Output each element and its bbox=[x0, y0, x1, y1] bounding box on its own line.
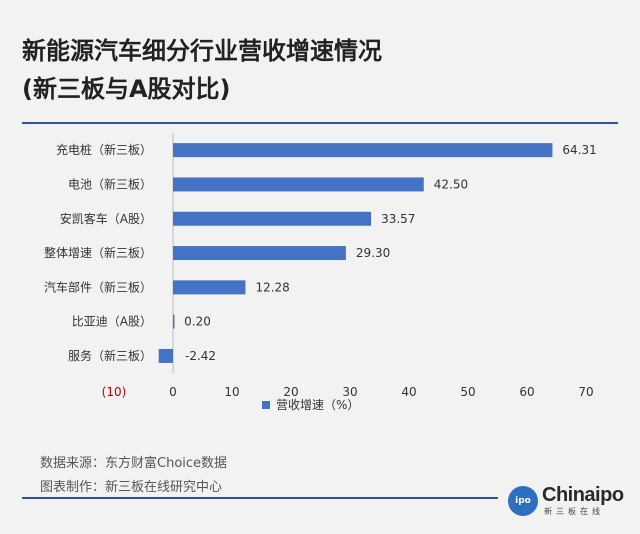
value-label-1: 42.50 bbox=[434, 177, 468, 191]
x-tick-label-8: 70 bbox=[578, 385, 593, 399]
legend: 营收增速（%） bbox=[262, 396, 359, 413]
value-label-0: 64.31 bbox=[562, 143, 596, 157]
x-tick-label-1: 0 bbox=[169, 385, 177, 399]
value-label-4: 12.28 bbox=[255, 280, 289, 294]
bar-3 bbox=[173, 246, 346, 261]
bottom-divider bbox=[22, 497, 498, 499]
logo-sub: 新三板在线 bbox=[544, 507, 604, 516]
chart-title: 新能源汽车细分行业营收增速情况 (新三板与A股对比) bbox=[22, 32, 622, 108]
chinaipo-logo: ipo Chinaipo 新三板在线 bbox=[508, 484, 628, 520]
legend-swatch bbox=[262, 400, 270, 409]
x-tick-label-2: 10 bbox=[224, 385, 239, 399]
category-label-2: 安凯客车（A股） bbox=[60, 211, 152, 226]
value-label-5: 0.20 bbox=[184, 315, 211, 329]
top-divider bbox=[22, 122, 618, 124]
category-label-5: 比亚迪（A股） bbox=[72, 315, 152, 329]
logo-name: Chinaipo bbox=[542, 484, 624, 506]
value-label-6: -2.42 bbox=[185, 349, 216, 363]
category-label-3: 整体增速（新三板） bbox=[44, 245, 152, 260]
chart-maker: 图表制作：新三板在线研究中心 bbox=[40, 480, 223, 495]
title-line-1: 新能源汽车细分行业营收增速情况 bbox=[22, 37, 382, 65]
x-tick-label-7: 60 bbox=[519, 385, 534, 399]
category-label-1: 电池（新三板） bbox=[68, 176, 152, 191]
data-source: 数据来源：东方财富Choice数据 bbox=[40, 456, 228, 471]
bar-2 bbox=[173, 211, 372, 226]
category-label-6: 服务（新三板） bbox=[68, 348, 152, 363]
legend-label: 营收增速（%） bbox=[276, 398, 360, 412]
logo-badge: ipo bbox=[508, 486, 538, 516]
x-tick-label-6: 50 bbox=[460, 385, 475, 399]
value-label-2: 33.57 bbox=[381, 212, 415, 226]
bar-4 bbox=[173, 280, 246, 295]
value-label-3: 29.30 bbox=[356, 246, 390, 260]
category-label-4: 汽车部件（新三板） bbox=[44, 279, 152, 294]
x-tick-label-5: 40 bbox=[401, 385, 416, 399]
x-tick-label-4: 30 bbox=[342, 385, 357, 399]
title-line-2: (新三板与A股对比) bbox=[22, 75, 231, 103]
bar-5 bbox=[173, 314, 175, 329]
category-label-0: 充电桩（新三板） bbox=[56, 142, 152, 157]
bar-0 bbox=[173, 143, 553, 158]
bar-6 bbox=[158, 348, 173, 363]
bar-1 bbox=[173, 177, 424, 192]
x-tick-label-3: 20 bbox=[283, 385, 298, 399]
x-tick-label-0: (10) bbox=[102, 385, 127, 399]
